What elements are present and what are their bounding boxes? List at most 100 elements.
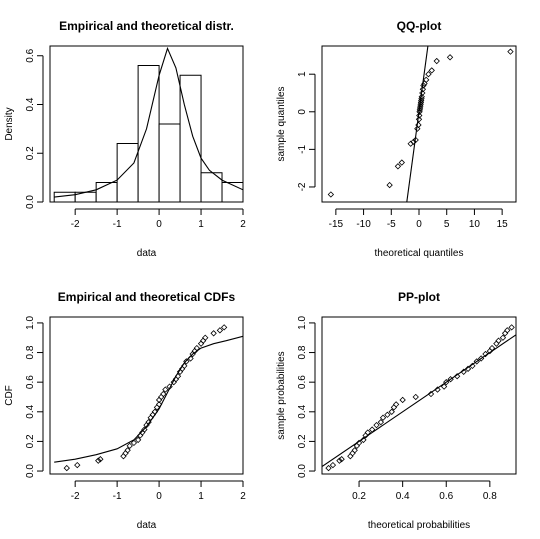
y-tick-label: 0.6: [25, 375, 36, 389]
x-axis-label: data: [137, 248, 157, 259]
data-point: [141, 426, 148, 433]
chart-title: QQ-plot: [397, 19, 442, 33]
y-tick-label: 0.0: [25, 464, 36, 478]
data-point: [210, 330, 217, 337]
data-point: [433, 57, 440, 65]
data-point: [388, 408, 395, 415]
data-point: [373, 421, 380, 429]
data-point: [216, 327, 224, 334]
data-point: [122, 450, 129, 457]
x-tick-label: 0: [156, 219, 162, 230]
x-axis-label: theoretical probabilities: [368, 520, 470, 531]
data-point: [145, 418, 152, 426]
data-point: [384, 411, 391, 418]
plot-frame: [321, 316, 517, 475]
data-point: [420, 82, 427, 89]
y-axis-label: sample probabilities: [276, 351, 287, 439]
data-point: [418, 93, 425, 100]
data-point: [124, 447, 131, 454]
plot-area: [327, 46, 514, 202]
data-point: [416, 112, 423, 119]
data-point: [425, 71, 432, 78]
data-point: [183, 358, 190, 365]
data-point: [338, 456, 345, 463]
data-point: [220, 324, 228, 331]
data-point: [158, 393, 165, 401]
data-point: [398, 159, 405, 166]
histogram-bar: [158, 123, 181, 202]
data-point: [495, 337, 502, 344]
data-point: [74, 461, 81, 469]
plot-area: [54, 324, 243, 472]
data-point: [477, 355, 485, 362]
data-point: [95, 457, 102, 464]
data-point: [351, 447, 358, 454]
data-point: [419, 89, 426, 97]
data-point: [379, 414, 387, 421]
data-point: [434, 386, 441, 393]
data-point: [488, 344, 496, 352]
data-point: [199, 337, 207, 344]
y-tick-label: 0.4: [25, 404, 36, 418]
data-point: [392, 401, 400, 408]
data-point: [130, 439, 138, 447]
data-point: [325, 464, 332, 472]
x-tick-label: 0.6: [439, 491, 453, 502]
data-point: [508, 324, 515, 331]
y-tick-label: 0.2: [25, 434, 36, 448]
y-tick-label: 0: [297, 109, 308, 115]
x-tick-label: -15: [329, 219, 344, 230]
data-point: [181, 362, 188, 370]
y-tick-label: 0.6: [25, 48, 36, 62]
data-point: [63, 464, 70, 472]
data-point: [166, 383, 173, 390]
data-point: [427, 390, 435, 398]
x-tick-label: 0.8: [483, 491, 497, 502]
reference-line: [322, 334, 516, 468]
y-tick-label: 1: [297, 71, 308, 77]
data-point: [377, 418, 385, 426]
x-tick-label: 0: [156, 491, 162, 502]
data-point: [360, 436, 367, 444]
y-tick-label: 0.2: [297, 434, 308, 448]
data-point: [347, 453, 354, 460]
data-point: [364, 429, 371, 436]
x-tick-label: 0.2: [352, 491, 366, 502]
x-tick-label: 10: [469, 219, 481, 230]
chart-title: Empirical and theoretical distr.: [59, 19, 234, 33]
data-point: [336, 457, 343, 464]
data-point: [355, 439, 363, 447]
histogram-bar: [179, 74, 202, 202]
plot-area: [322, 324, 516, 472]
data-point: [493, 340, 500, 347]
data-point: [453, 373, 461, 380]
x-tick-label: 5: [444, 219, 450, 230]
data-point: [412, 393, 419, 401]
x-tick-label: 1: [198, 491, 204, 502]
data-point: [160, 390, 167, 398]
data-point: [368, 426, 376, 433]
x-axis-label: data: [137, 520, 157, 531]
chart-panel-4: PP-plot 0.2 0.4 0.6 0.8 theoretical probabili…: [276, 290, 517, 531]
data-point: [446, 54, 454, 61]
data-point: [349, 450, 356, 457]
data-point: [134, 436, 142, 444]
plot-frame: [49, 316, 244, 475]
data-point: [329, 461, 337, 469]
plot-frame: [321, 45, 517, 203]
data-point: [469, 362, 476, 370]
data-point: [126, 442, 133, 450]
x-tick-label: -5: [387, 219, 396, 230]
y-tick-label: 0.6: [297, 375, 308, 389]
data-point: [447, 376, 454, 383]
data-point: [399, 396, 406, 404]
y-tick-label: 0.4: [297, 404, 308, 418]
data-point: [440, 383, 448, 390]
cdf-curve: [54, 335, 243, 463]
y-tick-label: 1.0: [297, 316, 308, 330]
density-curve: [54, 46, 243, 198]
x-tick-label: 2: [240, 491, 246, 502]
y-tick-label: 0.0: [297, 464, 308, 478]
